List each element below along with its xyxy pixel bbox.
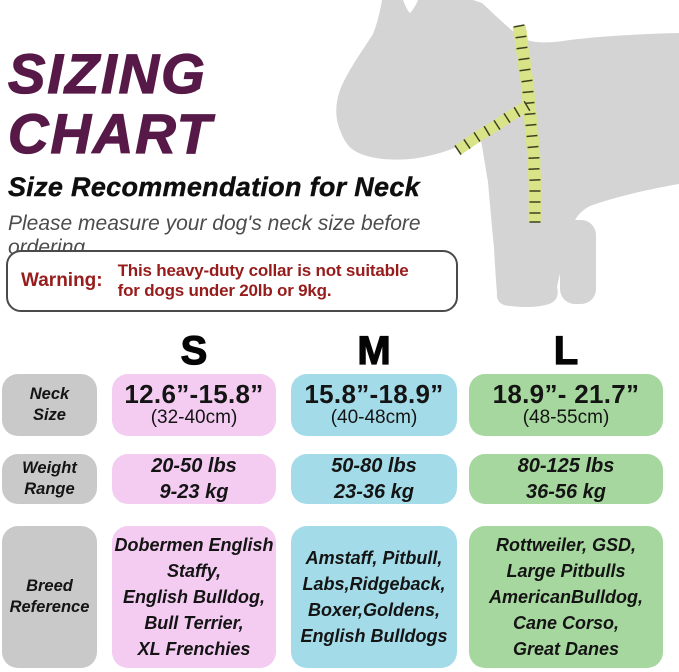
neck-size-s-cm: (32-40cm): [150, 407, 238, 429]
weight-range-m: 50-80 lbs 23-36 kg: [291, 454, 457, 504]
neck-size-l-inches: 18.9”- 21.7”: [492, 378, 640, 409]
size-header-row: S M L: [2, 328, 677, 373]
neck-size-l: 18.9”- 21.7” (48-55cm): [469, 374, 663, 436]
warning-label: Warning:: [21, 270, 103, 291]
breed-reference-m: Amstaff, Pitbull, Labs,Ridgeback, Boxer,…: [291, 526, 457, 668]
header-size-l: L: [553, 328, 579, 373]
row-label-neck-size: Neck Size: [2, 374, 97, 436]
sizing-table: S M L Neck Size 12.6”-15.8” (32-40cm) 15…: [2, 328, 677, 668]
page-title-line2: CHART: [7, 102, 213, 165]
dog-rear-paw: [560, 220, 596, 304]
warning-message: This heavy-duty collar is not suitable f…: [117, 260, 409, 300]
page-subtitle: Size Recommendation for Neck: [8, 172, 421, 202]
header-spacer: [2, 330, 97, 372]
neck-size-row: Neck Size 12.6”-15.8” (32-40cm) 15.8”-18…: [2, 374, 677, 436]
neck-size-s: 12.6”-15.8” (32-40cm): [112, 374, 276, 436]
dog-silhouette-icon: [336, 0, 679, 308]
breed-reference-l: Rottweiler, GSD, Large Pitbulls American…: [469, 526, 663, 668]
neck-size-m-cm: (40-48cm): [330, 407, 418, 429]
header-size-s: S: [180, 328, 208, 373]
dog-illustration: [330, 0, 679, 316]
breed-reference-row: Breed Reference Dobermen English Staffy,…: [2, 526, 677, 668]
row-label-weight-range: Weight Range: [2, 454, 97, 504]
neck-size-s-inches: 12.6”-15.8”: [124, 378, 264, 409]
weight-range-s: 20-50 lbs 9-23 kg: [112, 454, 276, 504]
header-size-m: M: [357, 328, 392, 373]
page-title: SIZING CHART: [7, 42, 368, 165]
page-title-line1: SIZING: [7, 42, 207, 105]
neck-size-m-inches: 15.8”-18.9”: [304, 378, 444, 409]
weight-range-l: 80-125 lbs 36-56 kg: [469, 454, 663, 504]
warning-box: Warning: This heavy-duty collar is not s…: [6, 250, 458, 312]
breed-reference-s: Dobermen English Staffy, English Bulldog…: [112, 526, 276, 668]
row-label-breed-reference: Breed Reference: [2, 526, 97, 668]
neck-size-m: 15.8”-18.9” (40-48cm): [291, 374, 457, 436]
weight-range-row: Weight Range 20-50 lbs 9-23 kg 50-80 lbs…: [2, 454, 677, 504]
neck-size-l-cm: (48-55cm): [522, 407, 610, 429]
